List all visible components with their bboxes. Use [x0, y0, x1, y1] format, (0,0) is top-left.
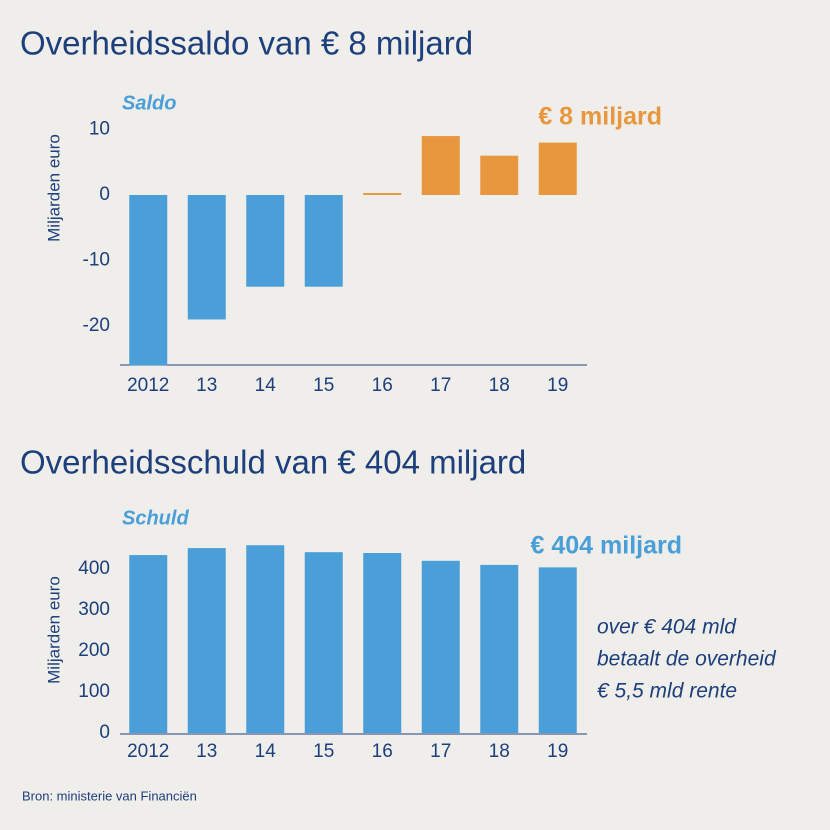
- x-tick-label: 17: [430, 375, 451, 396]
- source: Bron: ministerie van Financiën: [22, 788, 197, 803]
- highlight-label: € 8 miljard: [538, 103, 662, 131]
- annotation: € 5,5 mld rente: [597, 680, 737, 703]
- x-tick-label: 17: [430, 741, 451, 762]
- y-tick-label: -10: [83, 250, 110, 271]
- x-tick-label: 15: [313, 375, 334, 396]
- x-tick-label: 2012: [127, 375, 169, 396]
- annotation: over € 404 mld: [597, 616, 737, 639]
- highlight-label: € 404 miljard: [531, 532, 682, 560]
- bar: [187, 548, 226, 733]
- chart-title: Overheidsschuld van € 404 miljard: [20, 444, 526, 481]
- y-tick-label: 0: [99, 722, 110, 743]
- chart-title: Overheidssaldo van € 8 miljard: [20, 25, 473, 62]
- bar: [421, 136, 460, 195]
- bar: [246, 545, 285, 733]
- bar: [246, 195, 285, 287]
- bar: [421, 560, 460, 733]
- chart-subtitle: Saldo: [122, 92, 176, 114]
- bar: [363, 553, 402, 733]
- bar: [538, 567, 577, 733]
- bar: [480, 564, 519, 733]
- x-tick-label: 14: [255, 375, 277, 396]
- x-tick-label: 18: [489, 375, 510, 396]
- x-tick-label: 15: [313, 741, 334, 762]
- y-tick-label: 400: [78, 558, 110, 579]
- bar: [129, 555, 168, 733]
- y-tick-label: 100: [78, 681, 110, 702]
- annotation: betaalt de overheid: [597, 648, 777, 671]
- x-tick-label: 16: [372, 741, 393, 762]
- x-tick-label: 19: [547, 741, 568, 762]
- bar: [480, 155, 519, 195]
- bar: [304, 552, 343, 733]
- x-tick-label: 13: [196, 741, 217, 762]
- y-tick-label: 300: [78, 599, 110, 620]
- y-tick-label: -20: [83, 315, 110, 336]
- y-tick-label: 10: [89, 119, 110, 140]
- x-tick-label: 16: [372, 375, 393, 396]
- bar: [363, 193, 402, 195]
- bar: [187, 195, 226, 320]
- x-tick-label: 19: [547, 375, 568, 396]
- chart-subtitle: Schuld: [122, 507, 189, 529]
- x-tick-label: 18: [489, 741, 510, 762]
- y-axis-label: Miljarden euro: [44, 134, 63, 242]
- bar: [129, 195, 168, 366]
- y-axis-label: Miljarden euro: [44, 576, 63, 684]
- bar: [304, 195, 343, 287]
- x-tick-label: 14: [255, 741, 277, 762]
- x-tick-label: 2012: [127, 741, 169, 762]
- y-tick-label: 0: [99, 184, 110, 205]
- bar: [538, 142, 577, 195]
- y-tick-label: 200: [78, 640, 110, 661]
- x-tick-label: 13: [196, 375, 217, 396]
